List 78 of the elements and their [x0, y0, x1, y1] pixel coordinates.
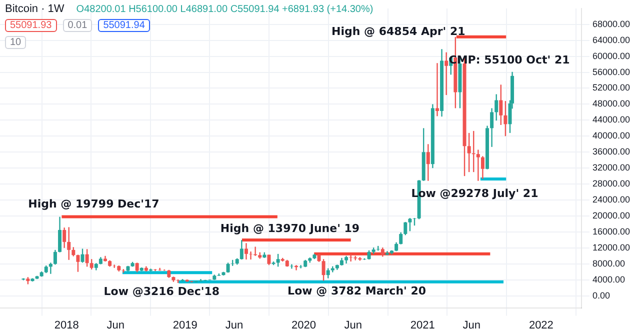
candlestick [62, 226, 66, 249]
annotation: 55091.93 [5, 19, 57, 32]
x-tick-label: Jun [462, 319, 481, 332]
x-tick-label: 2019 [172, 319, 198, 332]
annotation: 10 [5, 36, 26, 49]
candlestick [399, 232, 403, 245]
candlestick [504, 100, 508, 137]
y-tick-label: 64000.00 [592, 34, 630, 45]
candlestick [240, 239, 244, 260]
candlestick [85, 248, 89, 268]
y-tick-label: 56000.00 [592, 66, 630, 77]
chart-title: Bitcoin · 1W [5, 3, 64, 15]
candlestick [76, 254, 80, 272]
candlestick [367, 250, 371, 260]
candlestick [444, 52, 448, 96]
candlestick [490, 108, 494, 148]
candlestick [48, 262, 52, 274]
candlestick [349, 254, 353, 262]
annotation: High @ 13970 June' 19 [220, 222, 360, 235]
candlestick [194, 280, 198, 283]
annotation: High @ 64854 Apr' 21 [332, 24, 466, 38]
candlestick [435, 62, 439, 117]
candlestick [404, 221, 408, 236]
candlestick [290, 264, 294, 270]
y-tick-label: 52000.00 [592, 82, 630, 93]
x-tick-label: Jun [225, 319, 244, 332]
candlestick [499, 84, 503, 126]
x-tick-label: Jun [344, 319, 362, 332]
candlestick [158, 267, 162, 272]
y-tick-label: 48000.00 [592, 98, 630, 109]
candlestick [380, 246, 384, 258]
y-tick-label: 68000.00 [592, 18, 630, 29]
candlestick [72, 246, 76, 257]
candlestick [58, 216, 62, 253]
candlestick [480, 156, 484, 180]
candlestick [135, 262, 139, 273]
y-tick-label: 0.00 [592, 290, 610, 300]
x-tick-label: 2021 [410, 319, 435, 332]
y-tick-label: 24000.00 [592, 194, 630, 204]
candlestick [494, 94, 498, 122]
candlestick [154, 268, 158, 272]
candlestick [80, 248, 84, 264]
annotation: 55091.94 [98, 19, 150, 32]
annotation: Low @ 3782 March' 20 [288, 284, 426, 298]
candlestick [244, 242, 248, 260]
candlestick [276, 253, 280, 268]
candlestick [267, 254, 271, 266]
y-tick-label: 28000.00 [592, 178, 630, 189]
candlestick [299, 264, 303, 269]
candlestick [190, 280, 194, 283]
candlestick [249, 250, 253, 260]
y-tick-label: 32000.00 [592, 162, 630, 173]
y-tick-label: 12000.00 [592, 242, 630, 252]
annotation: Low @3216 Dec'18 [104, 284, 220, 298]
candlestick [67, 226, 71, 260]
x-tick-label: 2020 [291, 319, 316, 332]
chart-subtitle: O48200.01 H56100.00 L46891.00 C55091.94 +6891.93 (+14.30%) [76, 4, 374, 14]
y-tick-label: 44000.00 [592, 114, 630, 125]
y-tick-label: 40000.00 [592, 130, 630, 141]
y-tick-label: 36000.00 [592, 146, 630, 157]
candlestick [326, 268, 330, 279]
candlestick [408, 217, 412, 232]
x-tick-label: Jun [106, 319, 125, 332]
x-tick-label: 2018 [54, 319, 79, 332]
y-tick-label: 20000.00 [592, 210, 630, 220]
y-tick-label: 8000.00 [592, 258, 626, 268]
y-tick-label: 60000.00 [592, 50, 630, 61]
candlestick [53, 249, 57, 266]
y-tick-label: 4000.00 [592, 274, 626, 284]
candlestick [426, 144, 430, 182]
candlestick [322, 258, 326, 282]
y-tick-label: 16000.00 [592, 226, 630, 236]
candlestick [476, 149, 480, 182]
annotation: 0.01 [62, 19, 92, 32]
candlestick [90, 258, 94, 270]
candlestick [467, 132, 471, 173]
x-tick-label: 2022 [528, 319, 554, 332]
annotation: High @ 19799 Dec'17 [28, 198, 160, 211]
